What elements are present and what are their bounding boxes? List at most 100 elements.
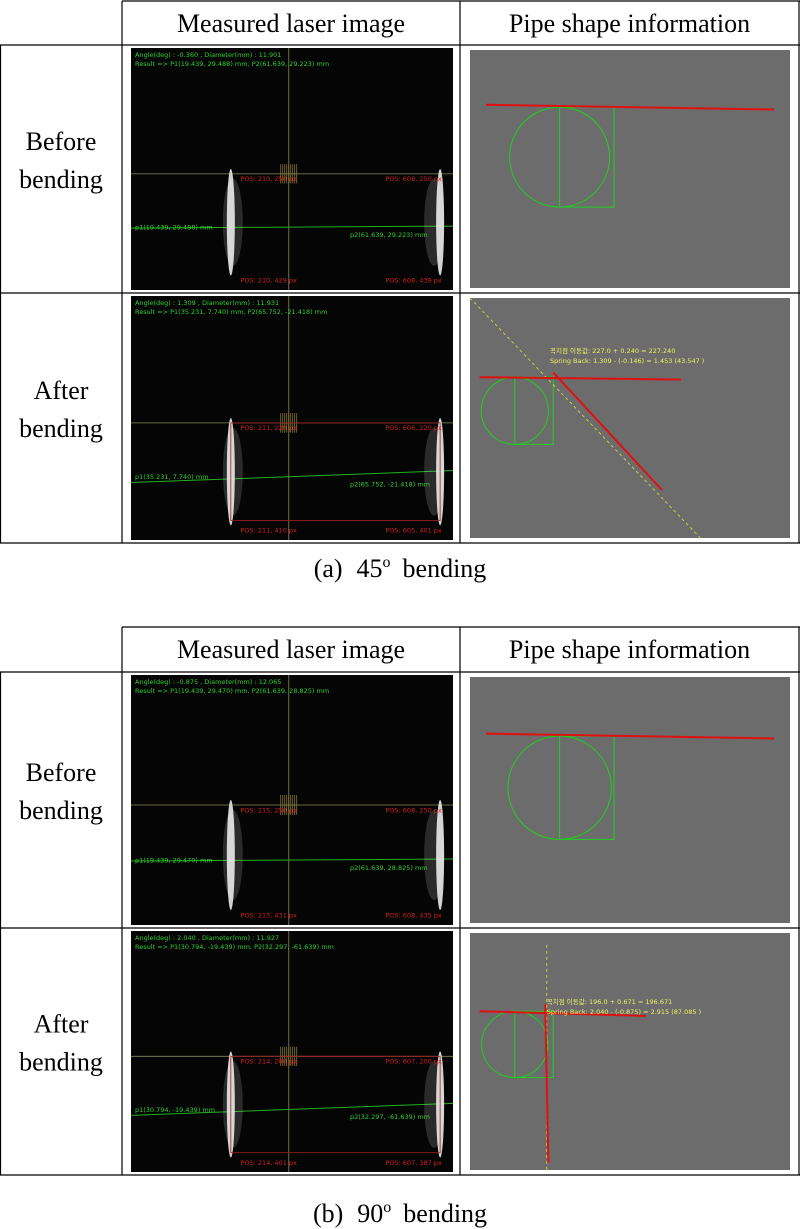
pos-label: POS: 210, 429 px: [240, 277, 297, 285]
laser-glow: [222, 1061, 243, 1148]
laser-glow: [424, 427, 445, 516]
point-label: p1(35.231, 7.740) mm: [135, 473, 209, 481]
laser-panel: Angle(deg) : 1.309 , Diameter(mm) : 11.9…: [130, 296, 454, 540]
pipe-text: 꼭지점 이동값: 227.0 + 0.240 = 227.240: [550, 346, 675, 355]
laser-spot: [226, 169, 235, 276]
pos-label: POS: 608, 250 px: [385, 175, 442, 183]
column-header: Measured laser image: [177, 635, 405, 664]
column-header: Measured laser image: [177, 9, 405, 38]
roi: [230, 422, 441, 521]
laser-glow: [222, 178, 243, 266]
caption-part: bending: [403, 554, 487, 583]
laser-spot: [226, 800, 235, 910]
pos-label: POS: 606, 220 px: [385, 424, 442, 432]
pos-label: POS: 214, 200 px: [240, 1058, 297, 1066]
row-label: After: [34, 376, 89, 405]
point-label: p2(32.297, -61.639) mm: [350, 1113, 430, 1121]
laser-header: Result => P1(35.231, 7.740) mm, P2(65.75…: [135, 308, 327, 316]
caption: (b) 90o bending: [313, 1199, 487, 1228]
pos-label: POS: 605, 401 px: [385, 527, 442, 535]
laser-header: Angle(deg) : 2.040 , Diameter(mm) : 11.9…: [135, 934, 279, 942]
point-label: p1(30.794, -19.439) mm: [135, 1106, 215, 1114]
pipe-panel: [470, 677, 790, 923]
edge-line: [485, 103, 775, 111]
fit-line: [130, 1102, 454, 1116]
column-header: Pipe shape information: [509, 635, 750, 664]
row-label: bending: [19, 796, 103, 825]
edge-line: [479, 376, 682, 381]
laser-panel: Angle(deg) : -0.360 , Diameter(mm) : 11.…: [130, 48, 454, 290]
caption: (a) 45o bending: [314, 554, 487, 583]
row-label: bending: [19, 414, 103, 443]
edge-line: [479, 1010, 647, 1017]
pipe-panel: 꼭지점 이동값: 196.0 + 0.671 = 196.671 Spring B…: [470, 933, 790, 1170]
pos-label: POS: 215, 431 px: [240, 912, 297, 920]
point-label: p1(19.439, 29.488) mm: [135, 224, 213, 232]
laser-header: Angle(deg) : -0.875 , Diameter(mm) : 12.…: [135, 678, 281, 686]
row-label: Before: [26, 127, 97, 156]
pipe-text: 꼭지점 이동값: 196.0 + 0.671 = 196.671: [547, 997, 672, 1006]
laser-header: Result => P1(30.794, -19.439) mm, P2(32.…: [135, 943, 334, 951]
pos-label: POS: 607, 387 px: [385, 1159, 442, 1167]
roi: [230, 1055, 441, 1154]
laser-header: Result => P1(19.439, 29.488) mm, P2(61.6…: [135, 60, 329, 68]
edge-line: [485, 732, 775, 740]
pos-label: POS: 608, 435 px: [385, 912, 442, 920]
pipe-image: [470, 677, 790, 923]
laser-image: [131, 296, 453, 540]
edge-line: [552, 371, 663, 491]
pos-label: POS: 608, 439 px: [385, 277, 442, 285]
pipe-panel: 꼭지점 이동값: 227.0 + 0.240 = 227.240 Spring B…: [469, 297, 790, 539]
caption-part: o: [383, 554, 391, 571]
laser-image: [131, 931, 453, 1172]
laser-panel: Angle(deg) : -0.875 , Diameter(mm) : 12.…: [130, 675, 454, 925]
caption-part: (b): [313, 1199, 343, 1228]
laser-image: [131, 675, 453, 925]
fit-line: [130, 858, 454, 862]
pos-label: POS: 211, 410 px: [240, 527, 297, 535]
point-label: p1(19.439, 29.470) mm: [135, 857, 213, 865]
laser-spot: [436, 169, 445, 276]
caption-part: 90: [357, 1199, 383, 1228]
laser-glow: [424, 810, 445, 900]
laser-glow: [222, 427, 243, 516]
pipe-text: Spring Back: 2.040 - (-0.875) = 2.915 (8…: [547, 1008, 701, 1016]
laser-glow: [424, 178, 445, 266]
dash-line: [469, 297, 701, 539]
pipe-text: Spring Back: 1.309 - (-0.146) = 1.453 (4…: [550, 357, 704, 365]
row-label: Before: [26, 758, 97, 787]
point-label: p2(61.639, 29.223) mm: [350, 231, 428, 239]
laser-spot: [436, 800, 445, 910]
caption-part: o: [383, 1199, 391, 1216]
caption-part: (a): [314, 554, 343, 583]
pipe-panel: [470, 50, 790, 288]
column-header: Pipe shape information: [509, 9, 750, 38]
row-label: bending: [19, 1048, 103, 1077]
pos-label: POS: 210, 250 px: [240, 175, 297, 183]
pipe-image: [470, 298, 790, 538]
caption-part: 45: [357, 554, 383, 583]
pos-label: POS: 215, 250 px: [240, 807, 297, 815]
pipe-box: [514, 1010, 554, 1079]
pos-label: POS: 211, 220 px: [240, 424, 297, 432]
laser-header: Angle(deg) : -0.360 , Diameter(mm) : 11.…: [135, 51, 281, 59]
pipe-image: [470, 933, 790, 1170]
pos-label: POS: 608, 250 px: [385, 807, 442, 815]
point-label: p2(61.639, 28.825) mm: [350, 864, 428, 872]
caption-part: bending: [403, 1199, 487, 1228]
fit-line: [130, 225, 454, 229]
row-label: After: [34, 1010, 89, 1039]
pipe-image: [470, 50, 790, 288]
row-label: bending: [19, 165, 103, 194]
edge-line: [544, 1004, 550, 1163]
laser-image: [131, 48, 453, 290]
laser-glow: [424, 1061, 445, 1148]
fit-line: [130, 470, 454, 484]
laser-header: Result => P1(19.439, 29.470) mm, P2(61.6…: [135, 687, 329, 695]
laser-header: Angle(deg) : 1.309 , Diameter(mm) : 11.9…: [135, 299, 279, 307]
pos-label: POS: 607, 200 px: [385, 1058, 442, 1066]
laser-glow: [222, 810, 243, 900]
pos-label: POS: 214, 401 px: [240, 1159, 297, 1167]
laser-panel: Angle(deg) : 2.040 , Diameter(mm) : 11.9…: [130, 931, 454, 1172]
